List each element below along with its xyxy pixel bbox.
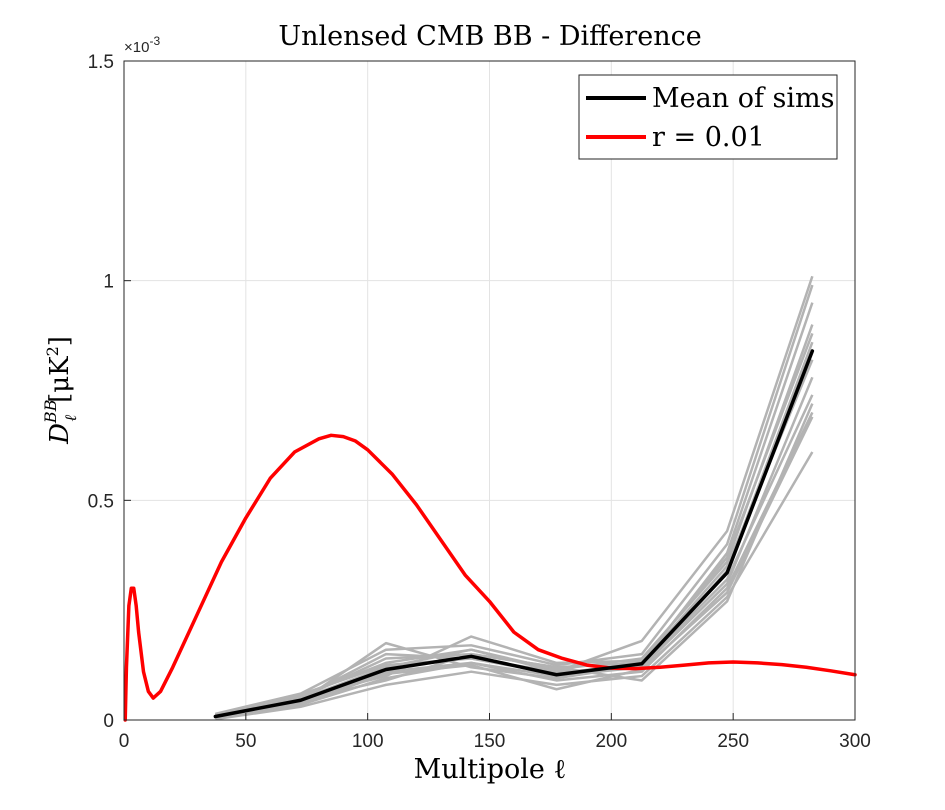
x-tick-label: 200 [595,731,627,752]
x-axis-ticks: 0 50 100 150 200 250 300 [119,713,871,752]
y-axis-ticks: 0 0.5 1 1.5 [88,52,131,732]
r-0-01-theory-line [123,433,857,722]
x-tick-label: 100 [352,731,384,752]
y-tick-label: 1.5 [88,52,114,73]
series-lines [123,349,857,722]
y-axis-label: DBBℓ[μK2] [41,336,80,445]
legend-label-mean-of-sims: Mean of sims [652,83,834,114]
legend: Mean of sims r = 0.01 [578,74,838,160]
chart-title: Unlensed CMB BB - Difference [278,21,701,52]
y-tick-label: 1 [103,272,114,293]
x-tick-label: 250 [717,731,749,752]
sim-realization-line [215,284,814,716]
legend-label-r-0-01: r = 0.01 [652,122,765,153]
mean-of-sims-line [213,349,815,719]
x-tick-label: 150 [474,731,506,752]
y-exponent-label: ×10-3 [124,34,160,56]
x-tick-label: 50 [235,731,256,752]
x-axis-label: Multipole ℓ [414,754,567,785]
sim-realization-line [215,416,814,720]
x-tick-label: 0 [119,731,130,752]
x-tick-label: 300 [839,731,871,752]
y-tick-label: 0 [103,711,114,732]
legend-box [578,74,838,160]
y-tick-label: 0.5 [88,491,114,512]
